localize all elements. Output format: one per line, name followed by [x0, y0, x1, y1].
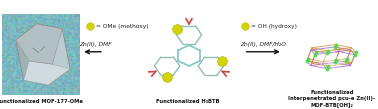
Text: Functionalized: Functionalized [310, 90, 354, 95]
Ellipse shape [319, 54, 334, 66]
Text: Functionalized H₃BTB: Functionalized H₃BTB [156, 99, 220, 104]
Ellipse shape [321, 50, 336, 62]
Text: = OMe (methoxy): = OMe (methoxy) [96, 24, 149, 29]
Text: MOF-BTB[OH]₂: MOF-BTB[OH]₂ [310, 102, 353, 107]
Ellipse shape [328, 56, 343, 68]
Text: Functionalized MOF-177-OMe: Functionalized MOF-177-OMe [0, 99, 83, 104]
Text: = OH (hydroxy): = OH (hydroxy) [251, 24, 297, 29]
Text: Zn(II), DMF/H₂O: Zn(II), DMF/H₂O [240, 42, 286, 47]
Polygon shape [16, 24, 70, 85]
Polygon shape [16, 24, 62, 64]
Text: Zn(II), DMF: Zn(II), DMF [79, 42, 112, 47]
Polygon shape [16, 40, 29, 80]
Polygon shape [23, 61, 70, 85]
Text: Interpenetrated pcu-e Zn(II)-: Interpenetrated pcu-e Zn(II)- [288, 96, 375, 101]
